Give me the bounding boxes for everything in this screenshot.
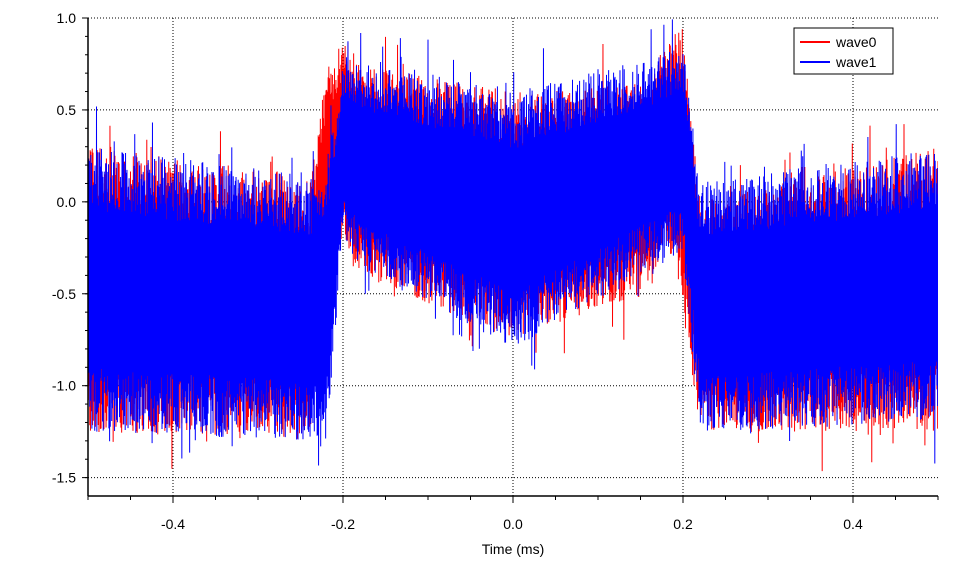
x-tick-label: 0.0	[503, 516, 523, 532]
axis-layer: -1.5 -1.0 -0.5 0.0 0.5 1.0 -0.4 -0.2 0.0 0.2 0.4 Ti…	[52, 10, 939, 557]
legend-box	[793, 27, 894, 75]
series-line-wave1	[88, 19, 938, 466]
y-tick-label: -0.5	[52, 286, 76, 302]
y-tick-label: 1.0	[57, 10, 77, 26]
y-tick-label: 0.5	[57, 102, 77, 118]
x-tick-label: 0.4	[843, 516, 863, 532]
y-tick-label: -1.0	[52, 378, 76, 394]
legend-label-wave1: wave1	[835, 54, 877, 70]
legend: wave0 wave1	[793, 27, 894, 75]
y-tick-label: 0.0	[57, 194, 77, 210]
x-tick-label: -0.4	[161, 516, 185, 532]
legend-label-wave0: wave0	[835, 34, 877, 50]
series-layer	[88, 19, 938, 472]
x-tick-label: -0.2	[331, 516, 355, 532]
y-tick-label: -1.5	[52, 470, 76, 486]
x-tick-label: 0.2	[673, 516, 693, 532]
x-axis-title: Time (ms)	[482, 541, 544, 557]
